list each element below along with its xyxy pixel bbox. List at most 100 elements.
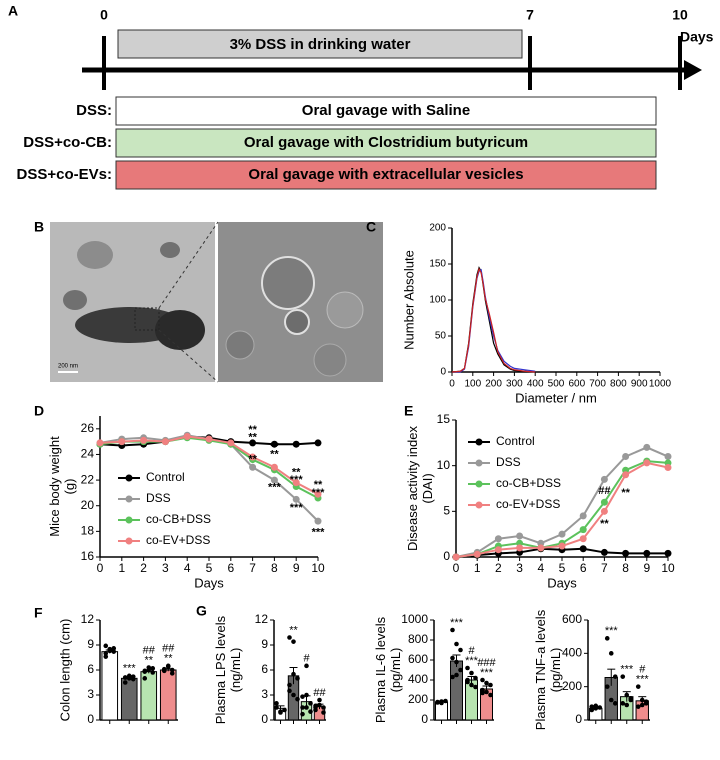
x-tick-label: 200 bbox=[485, 379, 502, 390]
legend-marker bbox=[125, 516, 133, 524]
significance-label: *** bbox=[636, 674, 650, 686]
panel-label: B bbox=[34, 219, 44, 235]
x-tick-label: 9 bbox=[643, 561, 650, 575]
data-point bbox=[308, 709, 313, 714]
data-point bbox=[452, 553, 460, 561]
data-point bbox=[579, 535, 587, 543]
data-point bbox=[308, 701, 313, 706]
x-tick-label: 900 bbox=[631, 379, 648, 390]
significance-label: *** bbox=[290, 474, 304, 486]
data-point bbox=[604, 684, 610, 689]
data-point bbox=[639, 697, 645, 703]
y-axis-label: (g) bbox=[62, 479, 77, 495]
y-tick-label: 6 bbox=[87, 662, 94, 676]
x-tick-label: 5 bbox=[559, 561, 566, 575]
series-line bbox=[451, 267, 536, 373]
y-axis-label: (ng/mL) bbox=[228, 648, 243, 693]
y-axis-label: Mice body weight bbox=[47, 436, 62, 537]
significance-label: *** bbox=[465, 655, 479, 667]
data-point bbox=[314, 439, 322, 447]
data-point bbox=[643, 699, 649, 704]
x-tick-label: 100 bbox=[464, 379, 481, 390]
significance-label: *** bbox=[480, 667, 494, 679]
significance-label: *** bbox=[290, 502, 304, 514]
data-point bbox=[270, 463, 278, 471]
x-tick-label: 7 bbox=[601, 561, 608, 575]
data-point bbox=[146, 665, 152, 670]
significance-label: ** bbox=[248, 424, 257, 436]
data-point bbox=[169, 671, 175, 676]
y-axis-label: Disease activity index bbox=[405, 426, 420, 551]
x-tick-label: 3 bbox=[162, 561, 169, 575]
significance-label: ## bbox=[313, 687, 326, 699]
data-point bbox=[439, 699, 444, 704]
data-point bbox=[150, 670, 156, 675]
x-tick-label: 0 bbox=[97, 561, 104, 575]
y-tick-label: 16 bbox=[81, 549, 95, 563]
legend-label: co-CB+DSS bbox=[146, 512, 211, 526]
data-point bbox=[140, 436, 148, 444]
data-point bbox=[620, 701, 626, 706]
y-tick-label: 600 bbox=[408, 652, 428, 666]
y-tick-label: 1000 bbox=[401, 612, 428, 626]
treatment-text: 3% DSS in drinking water bbox=[230, 36, 411, 53]
group-box bbox=[115, 128, 657, 158]
x-tick-label: 300 bbox=[506, 379, 523, 390]
data-point bbox=[118, 438, 126, 446]
legend-label: co-EV+DSS bbox=[146, 533, 210, 547]
y-tick-label: 0 bbox=[261, 712, 268, 726]
data-point bbox=[96, 439, 104, 447]
data-point bbox=[643, 459, 651, 467]
data-point bbox=[126, 673, 132, 679]
data-point bbox=[628, 697, 634, 703]
y-tick-label: 3 bbox=[261, 687, 268, 701]
data-point bbox=[287, 682, 292, 688]
data-point bbox=[169, 667, 175, 673]
data-point bbox=[291, 639, 296, 644]
y-tick-label: 600 bbox=[562, 612, 582, 626]
significance-label: *** bbox=[268, 482, 282, 494]
group-box bbox=[115, 96, 657, 126]
y-tick-label: 9 bbox=[261, 637, 268, 651]
data-point bbox=[111, 649, 117, 654]
scale-bar-label: 200 nm bbox=[58, 364, 78, 370]
data-point bbox=[304, 663, 309, 669]
data-point bbox=[435, 700, 440, 705]
significance-label: ## bbox=[143, 644, 156, 656]
bar bbox=[101, 651, 119, 721]
y-axis-label: Plasma LPS levels bbox=[213, 615, 228, 724]
y-tick-label: 18 bbox=[81, 524, 95, 538]
data-point bbox=[608, 697, 614, 703]
data-point bbox=[635, 684, 641, 689]
legend-marker bbox=[475, 501, 483, 509]
data-point bbox=[122, 680, 128, 685]
timeline-tick-label: 0 bbox=[100, 7, 108, 23]
data-point bbox=[150, 666, 156, 671]
data-point bbox=[282, 707, 287, 713]
data-point bbox=[494, 546, 502, 554]
x-tick-label: 2 bbox=[495, 561, 502, 575]
data-point bbox=[465, 665, 470, 671]
data-point bbox=[295, 696, 300, 702]
data-point bbox=[593, 703, 599, 709]
data-point bbox=[469, 682, 474, 688]
y-tick-label: 9 bbox=[87, 637, 94, 651]
bar bbox=[120, 677, 138, 721]
zoom-line bbox=[158, 221, 219, 309]
y-tick-label: 800 bbox=[408, 632, 428, 646]
data-point bbox=[612, 701, 618, 706]
significance-label: ** bbox=[270, 448, 279, 460]
x-tick-label: 10 bbox=[311, 561, 325, 575]
treatment-bar bbox=[117, 29, 523, 59]
y-tick-label: 15 bbox=[437, 412, 451, 426]
x-tick-label: 4 bbox=[537, 561, 544, 575]
data-point bbox=[516, 532, 524, 540]
y-tick-label: 5 bbox=[443, 504, 450, 518]
data-point bbox=[643, 443, 651, 451]
data-point bbox=[608, 651, 614, 656]
x-axis-label: Days bbox=[194, 575, 224, 590]
significance-label: *** bbox=[312, 487, 326, 499]
data-point bbox=[612, 674, 618, 679]
data-point bbox=[450, 674, 455, 680]
data-point bbox=[300, 694, 305, 699]
